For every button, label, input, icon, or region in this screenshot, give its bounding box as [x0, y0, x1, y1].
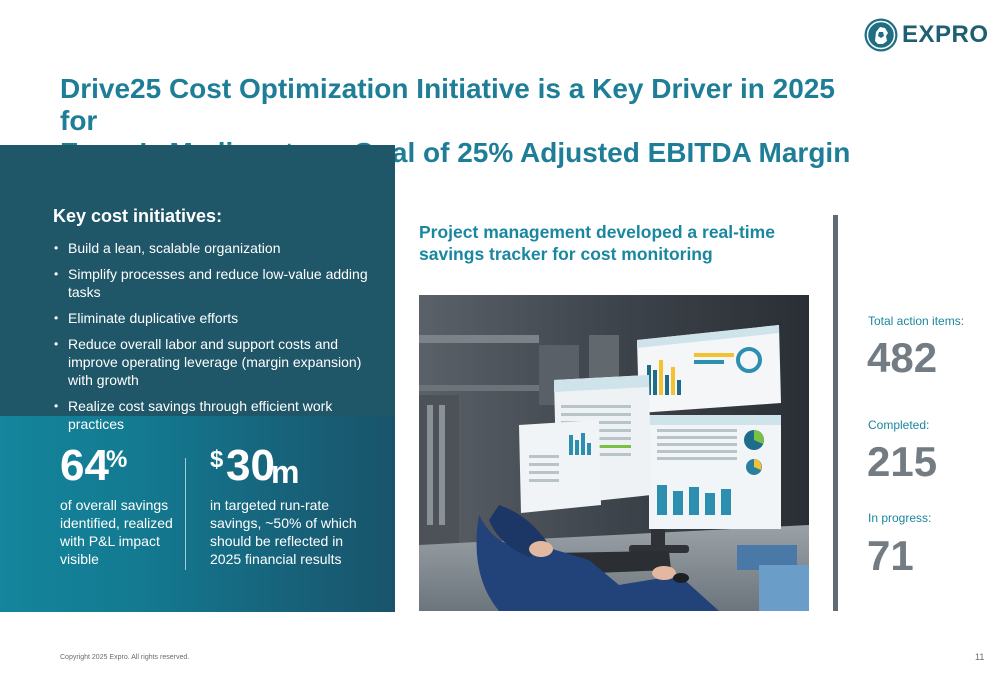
completed-label: Completed: — [868, 418, 930, 432]
total-action-items-value: 482 — [867, 334, 938, 381]
initiatives-panel — [0, 145, 395, 416]
runrate-savings-description: in targeted run-rate savings, ~50% of wh… — [210, 497, 357, 567]
bullet-icon: • — [54, 241, 59, 255]
metrics-rule — [833, 215, 838, 611]
monitor-top — [637, 325, 781, 413]
list-item: • Realize cost savings through efficient … — [54, 398, 333, 432]
title-line-1: Drive25 Cost Optimization Initiative is … — [60, 73, 835, 136]
list-item: • Reduce overall labor and support costs … — [54, 336, 362, 388]
page-number: 11 — [975, 652, 985, 662]
bullet-icon: • — [54, 311, 59, 325]
tracker-heading: Project management developed a real-time… — [419, 222, 775, 264]
list-item: • Simplify processes and reduce low-value… — [54, 266, 368, 300]
savings-tracker-photo — [419, 295, 809, 611]
savings-stats-panel — [0, 416, 395, 612]
runrate-savings-value: 30 — [226, 441, 275, 490]
bullet-icon: • — [54, 267, 59, 281]
list-item: • Eliminate duplicative efforts — [54, 310, 239, 326]
photo-illustration — [419, 295, 809, 611]
monitor-far-left — [519, 420, 601, 513]
initiatives-heading: Key cost initiatives: — [53, 206, 223, 226]
list-item: • Build a lean, scalable organization — [54, 240, 281, 256]
runrate-savings-unit: m — [271, 454, 300, 490]
bullet-icon: • — [54, 337, 59, 351]
logo-wordmark: EXPRO — [902, 21, 989, 48]
runrate-savings-currency: $ — [210, 446, 224, 473]
savings-percent-value: 64 — [60, 441, 109, 490]
savings-percent-description: of overall savings identified, realized … — [60, 497, 173, 567]
in-progress-label: In progress: — [868, 511, 932, 525]
initiatives-list: • Build a lean, scalable organization • Si… — [53, 239, 383, 441]
monitor-right — [649, 415, 781, 529]
copyright-notice: Copyright 2025 Expro. All rights reserve… — [60, 654, 190, 661]
savings-percent-suffix: % — [106, 446, 128, 473]
stats-divider — [185, 458, 186, 570]
completed-value: 215 — [867, 438, 938, 485]
in-progress-value: 71 — [867, 532, 914, 579]
total-action-items-label: Total action items: — [868, 314, 965, 328]
lion-head-emblem-icon — [864, 18, 898, 52]
bullet-icon: • — [54, 399, 59, 413]
expro-logo: EXPRO — [864, 18, 990, 54]
